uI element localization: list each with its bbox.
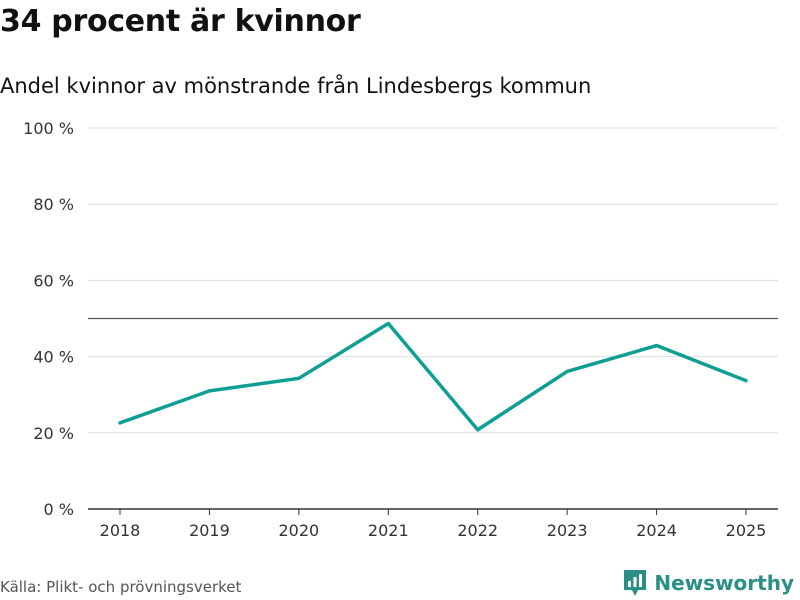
y-tick-label: 20 % [33, 424, 74, 443]
x-tick-label: 2020 [278, 521, 319, 540]
data-point [744, 379, 748, 383]
brand-logo: Newsworthy [622, 568, 794, 598]
data-point [386, 321, 390, 325]
newsworthy-logo-icon [624, 570, 647, 596]
data-point [565, 369, 569, 373]
y-tick-label: 80 % [33, 195, 74, 214]
data-point [118, 421, 122, 425]
y-tick-label: 100 % [23, 119, 74, 138]
x-tick-label: 2023 [547, 521, 588, 540]
series-line [118, 321, 748, 432]
data-point [207, 389, 211, 393]
x-tick-label: 2021 [368, 521, 409, 540]
x-tick-label: 2022 [457, 521, 498, 540]
x-tick-label: 2018 [100, 521, 141, 540]
x-tick-label: 2025 [726, 521, 767, 540]
data-point [297, 376, 301, 380]
x-tick-label: 2024 [636, 521, 677, 540]
brand-name: Newsworthy [654, 571, 794, 595]
x-tick-label: 2019 [189, 521, 230, 540]
y-tick-label: 60 % [33, 271, 74, 290]
data-point [476, 428, 480, 432]
chart-title: 34 procent är kvinnor [0, 4, 361, 39]
line-chart: 0 % 20 % 40 % 60 % 80 % 100 % 2018 2019 2020 2021… [23, 119, 778, 540]
data-point [655, 344, 659, 348]
source-note: Källa: Plikt- och prövningsverket [0, 578, 242, 596]
y-tick-label: 0 % [44, 500, 74, 519]
chart-subtitle: Andel kvinnor av mönstrande från Lindesb… [0, 74, 592, 98]
y-tick-label: 40 % [33, 348, 74, 367]
